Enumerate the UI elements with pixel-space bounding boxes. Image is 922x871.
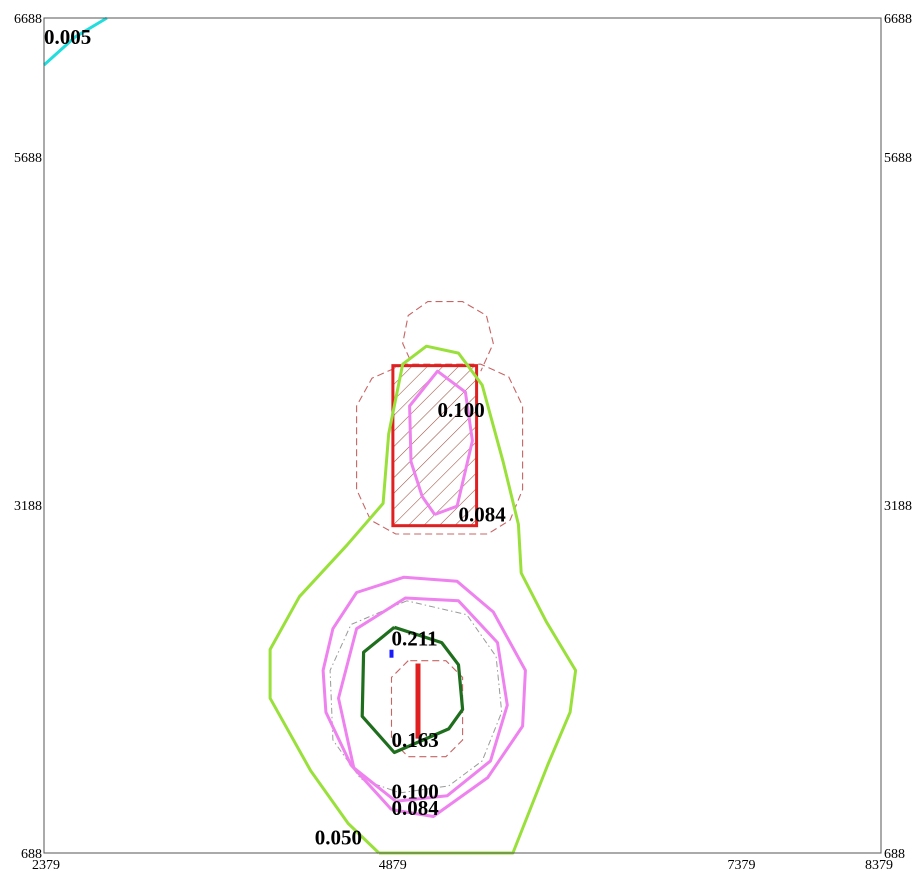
x-tick-label-1: 4879 bbox=[379, 858, 407, 871]
y-tick-label-left-2: 5688 bbox=[14, 151, 42, 166]
dashdot-contour bbox=[329, 600, 503, 794]
contour-label-7: 0.211 bbox=[391, 626, 437, 650]
contour-line-4 bbox=[337, 596, 509, 803]
dashed-outline-1 bbox=[356, 363, 524, 535]
y-tick-label-left-3: 6688 bbox=[14, 12, 42, 27]
contour-line-6 bbox=[360, 625, 465, 755]
contour-line-1 bbox=[268, 344, 578, 855]
y-tick-label-right-2: 5688 bbox=[884, 151, 912, 166]
max-point-marker bbox=[389, 649, 394, 658]
plot-frame bbox=[43, 17, 882, 854]
contour-label-1: 0.050 bbox=[315, 825, 362, 849]
contour-line-2 bbox=[321, 575, 527, 818]
contour-label-3: 0.084 bbox=[458, 503, 506, 527]
contour-label-6: 0.163 bbox=[391, 728, 438, 752]
contour-label-5: 0.100 bbox=[438, 398, 485, 422]
y-tick-label-right-1: 3188 bbox=[884, 499, 912, 514]
source-rectangle bbox=[391, 364, 479, 528]
contour-line-3 bbox=[408, 369, 474, 516]
y-tick-label-right-0: 688 bbox=[884, 847, 905, 862]
x-tick-label-3: 8379 bbox=[865, 858, 893, 871]
contour-label-2: 0.084 bbox=[391, 796, 439, 820]
x-tick-label-0: 2379 bbox=[32, 858, 60, 871]
y-tick-label-left-0: 688 bbox=[21, 847, 42, 862]
contour-label-4: 0.100 bbox=[391, 779, 438, 803]
x-tick-label-2: 7379 bbox=[728, 858, 756, 871]
plot-layer bbox=[42, 16, 578, 855]
dashed-outline-0 bbox=[402, 301, 494, 372]
dashed-outline-2 bbox=[390, 660, 464, 758]
y-tick-label-right-3: 6688 bbox=[884, 12, 912, 27]
y-tick-label-left-1: 3188 bbox=[14, 499, 42, 514]
contour-line-0 bbox=[42, 16, 108, 67]
contour-label-0: 0.005 bbox=[44, 25, 91, 49]
